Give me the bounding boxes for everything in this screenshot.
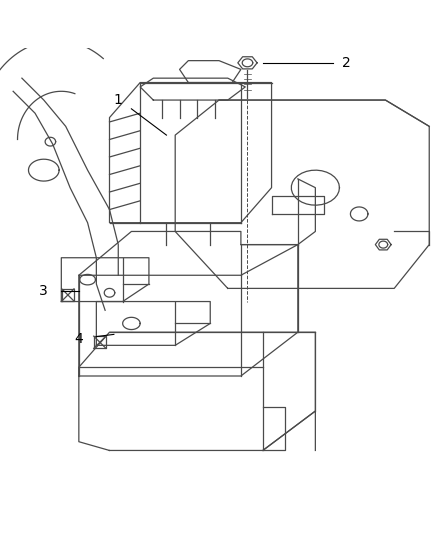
Text: 3: 3 [39,284,48,297]
Text: 4: 4 [74,332,83,346]
Text: 2: 2 [342,56,350,70]
Text: 1: 1 [114,93,123,107]
